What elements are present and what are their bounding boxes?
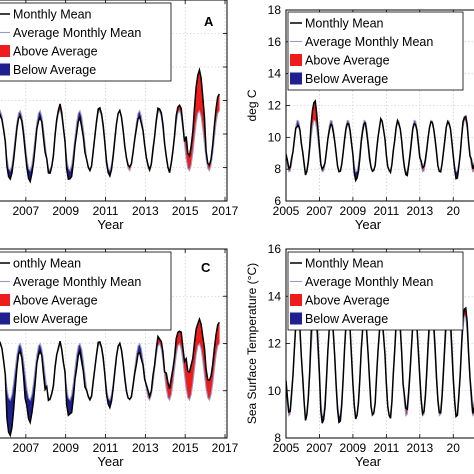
series-line-monthly-mean [0, 67, 221, 184]
y-tick-label: 18 [268, 3, 282, 17]
legend-label: Below Average [305, 312, 388, 326]
x-tick-label: 2007 [13, 441, 40, 455]
legend-swatch-above [290, 54, 302, 66]
x-tick-label: 2015 [172, 441, 199, 455]
legend: Monthly Mean Average Monthly Mean Above Av… [287, 11, 464, 91]
x-tick-label: 20 [447, 204, 461, 218]
x-tick-label: 2009 [52, 441, 79, 455]
legend-label: Above Average [305, 294, 390, 308]
legend-label: Average Monthly Mean [305, 275, 433, 289]
y-tick-label: 8 [274, 431, 281, 445]
series-group [0, 316, 220, 438]
legend-label: Above Average [13, 45, 98, 59]
legend-label: elow Average [13, 312, 88, 326]
series-line-monthly-mean [0, 316, 220, 438]
x-tick-label: 2007 [306, 204, 333, 218]
x-tick-label: 20 [447, 441, 461, 455]
x-tick-label: 2017 [212, 441, 239, 455]
y-axis-label: deg C [245, 89, 259, 121]
x-axis-label: Year [97, 217, 124, 232]
x-tick-label: 2011 [373, 204, 399, 218]
legend-swatch-above [0, 45, 10, 57]
legend-label: Monthly Mean [13, 8, 92, 22]
legend-label: Below Average [305, 72, 388, 86]
legend-label: Average Monthly Mean [13, 275, 141, 289]
x-tick-label: 2011 [93, 441, 119, 455]
panel-label: A [204, 14, 214, 29]
legend-swatch-below [290, 312, 302, 325]
chart-panel-d: 2005 2007 2009 2011 2013 20 8 10 12 14 16 Year Sea S… [245, 242, 474, 469]
y-tick-label: 10 [268, 384, 282, 398]
x-tick-label: 2007 [306, 441, 333, 455]
x-tick-label: 2013 [132, 204, 159, 218]
y-tick-label: 10 [268, 130, 282, 144]
x-axis-label: Year [355, 454, 382, 469]
x-axis-label: Year [97, 454, 124, 469]
x-tick-label: 2009 [340, 441, 367, 455]
y-tick-label: 14 [268, 289, 282, 303]
x-tick-label: 2011 [93, 204, 119, 218]
legend-label: onthly Mean [13, 257, 81, 271]
y-tick-label: 12 [268, 337, 282, 351]
legend-box [0, 2, 172, 82]
legend-box [0, 251, 172, 331]
x-tick-label: 2011 [373, 441, 399, 455]
panel-label: C [201, 260, 211, 275]
legend-swatch-above [0, 294, 10, 306]
x-axis-label: Year [355, 217, 382, 232]
y-tick-label: 14 [268, 67, 282, 81]
legend-box [287, 251, 464, 331]
legend-label: Above Average [13, 294, 98, 308]
x-tick-label: 2009 [340, 204, 367, 218]
legend: onthly Mean Average Monthly Mean Above Ave… [0, 251, 172, 331]
series-group [0, 67, 221, 184]
legend-swatch-below [290, 72, 302, 85]
y-tick-label: 16 [268, 35, 282, 49]
legend-swatch-above [290, 294, 302, 306]
legend: Monthly Mean Average Monthly Mean Above Av… [287, 251, 464, 331]
x-tick-label: 2005 [273, 441, 300, 455]
x-tick-label: 2017 [212, 204, 239, 218]
chart-panel-b: 2005 2007 2009 2011 2013 20 6 8 10 12 14 16 18 Year de… [245, 3, 474, 232]
legend: Monthly Mean Average Monthly Mean Above Av… [0, 2, 172, 82]
legend-box [287, 11, 464, 91]
legend-label: Monthly Mean [305, 257, 384, 271]
legend-label: Average Monthly Mean [13, 26, 141, 40]
y-tick-label: 12 [268, 99, 282, 113]
y-tick-label: 8 [274, 162, 281, 176]
legend-label: Below Average [13, 63, 96, 77]
x-tick-label: 2013 [406, 441, 433, 455]
chart-panel-a: 2007 2009 2011 2013 2015 2017 Year A Monthly Mea… [0, 0, 239, 232]
legend-label: Average Monthly Mean [305, 35, 433, 49]
x-tick-label: 2013 [406, 204, 433, 218]
above-average-fill [187, 371, 190, 401]
y-tick-label: 16 [268, 242, 282, 256]
legend-swatch-below [0, 63, 10, 76]
x-tick-label: 2009 [52, 204, 79, 218]
x-tick-label: 2015 [172, 204, 199, 218]
series-group [286, 99, 474, 183]
x-tick-label: 2013 [132, 441, 159, 455]
y-axis-label: Sea Surface Temperature (°C) [245, 263, 259, 424]
legend-swatch-below [0, 312, 10, 325]
y-tick-label: 6 [274, 194, 281, 208]
series-line-monthly-mean [286, 99, 474, 183]
legend-label: Monthly Mean [305, 17, 384, 31]
x-tick-label: 2007 [13, 204, 40, 218]
x-tick-label: 2005 [273, 204, 300, 218]
legend-label: Above Average [305, 54, 390, 68]
